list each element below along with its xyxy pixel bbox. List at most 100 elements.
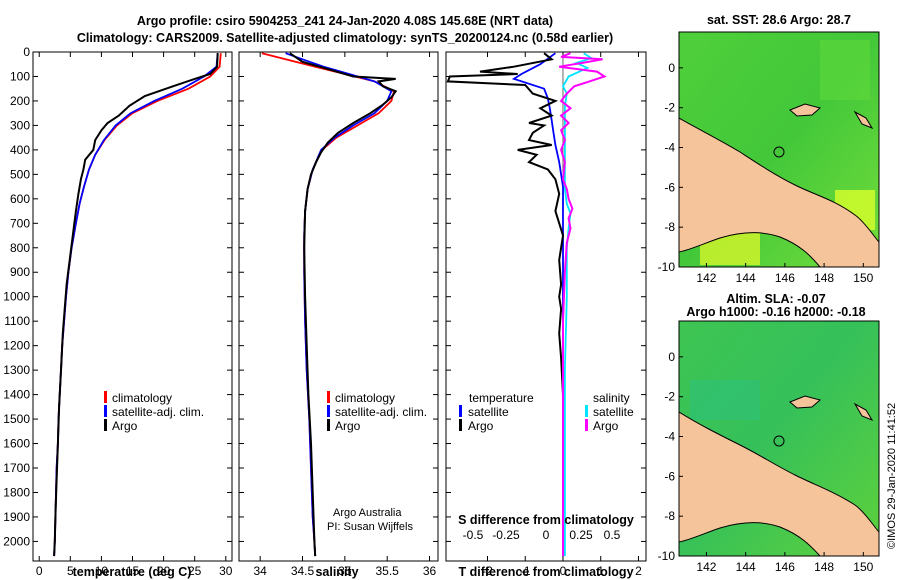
legend-label-climatology: climatology [112,391,172,405]
y-tick-label: 1400 [3,388,30,402]
x-tick-label: 5 [67,564,74,578]
map-x-tick-label: 148 [814,560,834,574]
credit-program: Argo Australia [333,507,402,519]
map-y-tick-label: -2 [664,101,675,115]
legend-swatch-satellite [327,405,330,417]
s-difference-tick-label: 0.25 [569,528,593,542]
sla-map-title: Altim. SLA: -0.07 [726,292,825,306]
y-tick-label: 1600 [3,437,30,451]
legend-swatch-climatology [104,391,107,403]
series-line-argo [289,52,398,557]
y-tick-label: 1500 [3,412,30,426]
x-tick-label: 2 [635,564,642,578]
legend-swatch-t-satellite [459,405,462,417]
legend-swatch-argo [327,419,330,431]
figure-title-line1: Argo profile: csiro 5904253_241 24-Jan-2… [137,14,553,28]
legend-label-satellite: satellite-adj. clim. [112,405,204,419]
y-tick-label: 1900 [3,510,30,524]
map-x-tick-label: 142 [696,271,716,285]
difference-legend: temperature satellite Argo salinity sate… [459,391,634,433]
legend-swatch-t-argo [459,419,462,431]
sla-patch [690,380,760,420]
legend-label-s-satellite: satellite [593,405,634,419]
map-y-tick-label: 0 [668,350,675,364]
series-line-t-argo [446,52,565,557]
imos-timestamp: ©IMOS 29-Jan-2020 11:41:52 [886,403,898,549]
legend-label-t-satellite: satellite [468,405,509,419]
y-tick-label: 100 [10,69,30,83]
map-y-tick-label: -8 [664,220,675,234]
legend-swatch-argo [104,419,107,431]
y-tick-label: 800 [10,241,30,255]
series-line-argo [53,53,219,557]
map-y-tick-label: -10 [658,260,676,274]
legend-swatch-s-argo [585,419,588,431]
legend-label-s-argo: Argo [593,419,619,433]
map-x-tick-label: 146 [775,271,795,285]
s-difference-tick-label: -0.5 [463,528,484,542]
s-difference-ticks: -0.5 -0.25 0 0.25 0.5 [463,528,621,542]
temperature-axis-label: temperature (deg C) [73,565,192,579]
y-tick-label: 1800 [3,485,30,499]
map-x-tick-label: 144 [736,560,756,574]
salinity-axes [238,51,439,562]
y-tick-label: 500 [10,167,30,181]
salinity-legend: climatology satellite-adj. clim. Argo [327,391,427,433]
sst-patch [820,40,870,100]
map-x-tick-label: 144 [736,271,756,285]
x-tick-label: 36 [423,564,437,578]
x-tick-label: 30 [219,564,233,578]
s-difference-tick-label: -0.25 [492,528,520,542]
map-y-tick-label: -8 [664,509,675,523]
x-tick-label: 34 [253,564,267,578]
y-tick-label: 700 [10,216,30,230]
x-tick-label: 10 [95,564,109,578]
island-land [853,402,874,422]
legend-label-climatology: climatology [335,391,395,405]
t-difference-axis-label: T difference from climatology [458,565,633,579]
map-ticks: 142 144 146 148 150 0 -2 -4 -6 -8 -10 142 144 146 148 1… [658,61,874,574]
map-y-tick-label: -2 [664,390,675,404]
argo-position-marker [773,146,785,158]
y-tick-label: 0 [23,45,30,59]
map-y-tick-label: 0 [668,61,675,75]
map-x-tick-label: 148 [814,271,834,285]
sla-map-subtitle: Argo h1000: -0.16 h2000: -0.18 [686,305,865,319]
sst-map-frame [678,31,880,268]
map-x-tick-label: 142 [696,560,716,574]
map-x-tick-label: 146 [775,560,795,574]
x-tick-label: -2 [482,564,493,578]
y-tick-label: 1700 [3,461,30,475]
x-tick-label: 34.5 [291,564,315,578]
sla-map-frame [678,320,880,557]
new-guinea-land [679,411,879,556]
x-tick-label: 0 [560,564,567,578]
salinity-axis-label: salinity [315,565,358,579]
map-y-tick-label: -10 [658,549,676,563]
legend-label-argo: Argo [335,419,361,433]
map-y-tick-label: -6 [664,469,675,483]
s-difference-axis-label: S difference from climatology [458,513,634,527]
x-tick-label: 20 [157,564,171,578]
map-y-tick-label: -6 [664,180,675,194]
sst-map [679,32,879,267]
island-land [853,110,874,130]
y-tick-label: 600 [10,192,30,206]
legend-label-t-argo: Argo [468,419,494,433]
x-tick-label: 15 [126,564,140,578]
x-tick-label: 1 [597,564,604,578]
legend-swatch-satellite [104,405,107,417]
legend-label-argo: Argo [112,419,138,433]
legend-title-salinity: salinity [593,391,630,405]
s-difference-tick-label: 0 [543,528,550,542]
argo-position-marker [773,435,785,447]
profile-lines [53,52,607,557]
y-tick-label: 1200 [3,339,30,353]
x-tick-label: 35 [338,564,352,578]
x-tick-label: 25 [188,564,202,578]
s-difference-tick-label: 0.5 [604,528,621,542]
x-tick-label: -1 [520,564,531,578]
difference-axes [445,51,647,562]
y-tick-label: 1100 [4,314,30,328]
